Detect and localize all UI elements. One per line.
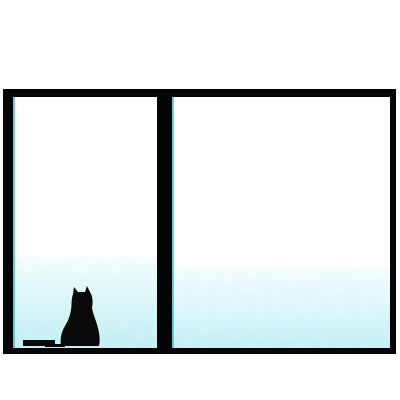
right-pane-frost (172, 97, 390, 348)
cat-silhouette (23, 286, 100, 347)
left-window-pane (13, 97, 157, 348)
right-window-pane (172, 97, 390, 348)
window-frame (3, 89, 396, 354)
left-pane-frost (13, 97, 157, 348)
